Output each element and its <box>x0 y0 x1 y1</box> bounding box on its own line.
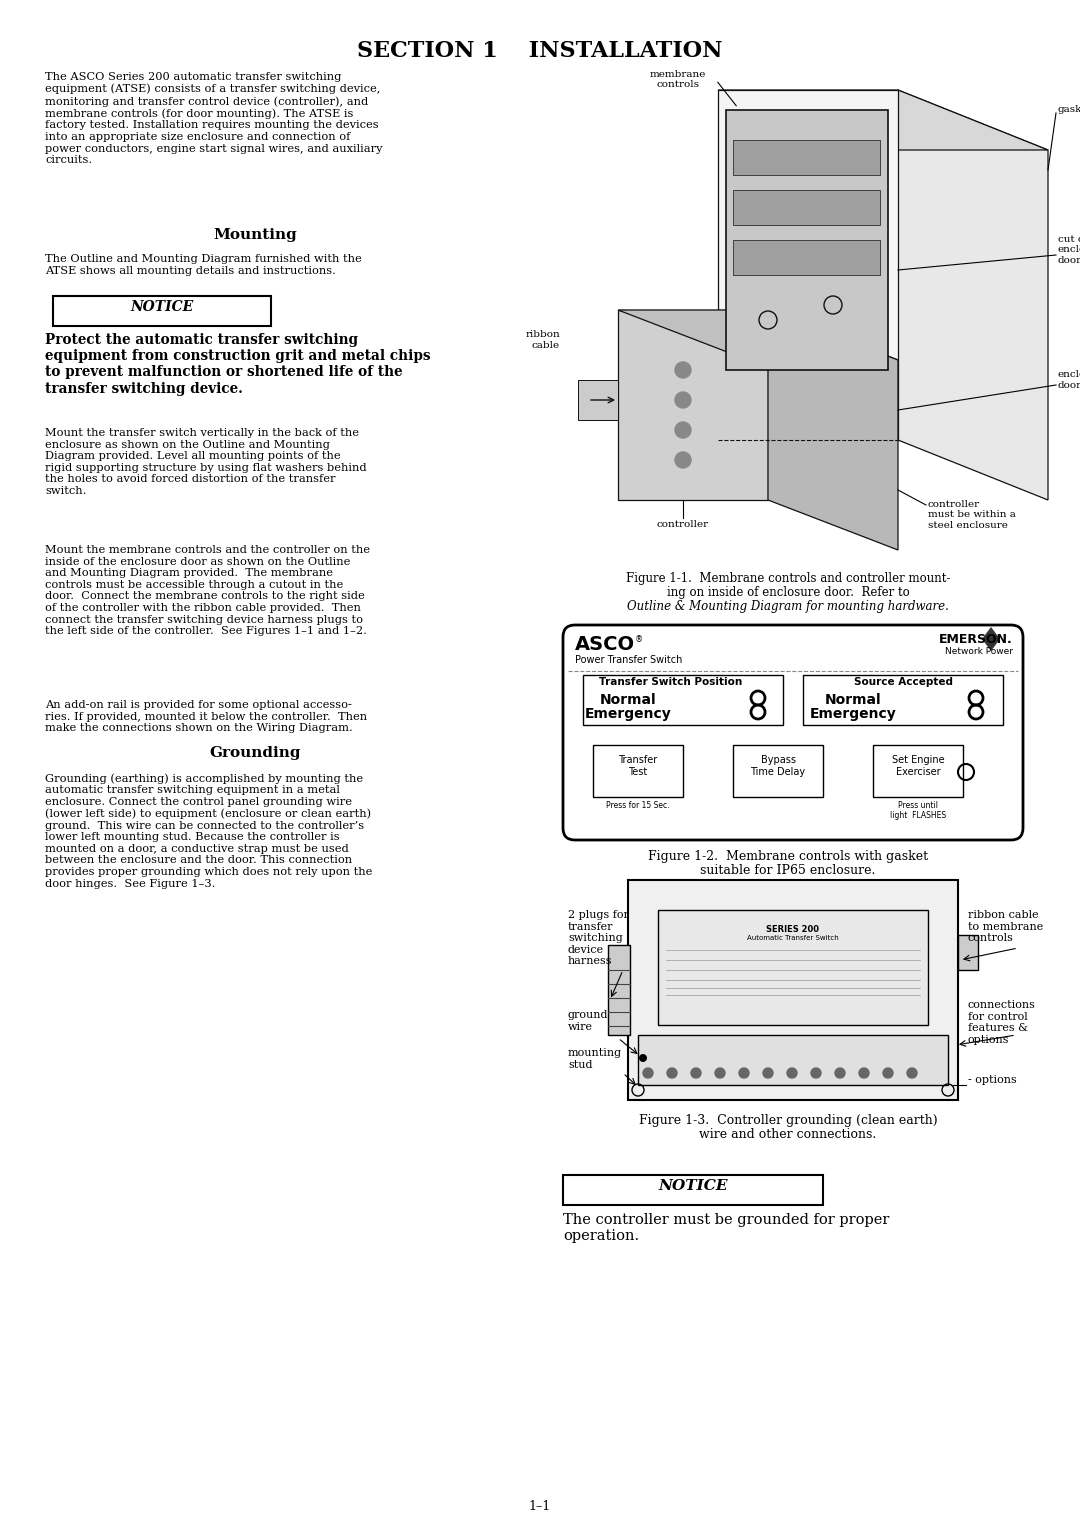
Text: Outline & Mounting Diagram for mounting hardware.: Outline & Mounting Diagram for mounting … <box>627 600 949 612</box>
Text: Press until
light  FLASHES: Press until light FLASHES <box>890 802 946 820</box>
Polygon shape <box>718 90 1048 150</box>
Polygon shape <box>618 310 768 499</box>
Bar <box>627 880 958 1099</box>
Text: NOTICE: NOTICE <box>658 1179 728 1193</box>
Text: ing on inside of enclosure door.  Refer to: ing on inside of enclosure door. Refer t… <box>666 586 909 599</box>
Text: ®: ® <box>635 635 644 644</box>
Bar <box>958 935 978 970</box>
Text: Source Accepted: Source Accepted <box>853 676 953 687</box>
Text: ribbon cable
to membrane
controls: ribbon cable to membrane controls <box>968 910 1043 944</box>
Polygon shape <box>733 189 880 224</box>
Bar <box>608 945 630 1035</box>
Circle shape <box>639 1054 647 1061</box>
Polygon shape <box>897 90 1048 499</box>
Circle shape <box>675 362 691 379</box>
Circle shape <box>859 1067 869 1078</box>
Text: ribbon
cable: ribbon cable <box>525 330 561 350</box>
Text: Mount the transfer switch vertically in the back of the
enclosure as shown on th: Mount the transfer switch vertically in … <box>45 428 366 496</box>
Bar <box>733 745 823 797</box>
Bar <box>53 296 271 325</box>
Polygon shape <box>733 140 880 176</box>
Text: 1–1: 1–1 <box>529 1500 551 1513</box>
Text: gasket: gasket <box>1058 105 1080 115</box>
Circle shape <box>883 1067 893 1078</box>
Text: Normal: Normal <box>599 693 657 707</box>
Polygon shape <box>618 310 897 360</box>
Circle shape <box>667 1067 677 1078</box>
Text: controller
must be within a
steel enclosure: controller must be within a steel enclos… <box>928 499 1016 530</box>
Circle shape <box>691 1067 701 1078</box>
Text: Figure 1-1.  Membrane controls and controller mount-: Figure 1-1. Membrane controls and contro… <box>625 573 950 585</box>
Text: The ASCO Series 200 automatic transfer switching
equipment (ATSE) consists of a : The ASCO Series 200 automatic transfer s… <box>45 72 382 165</box>
Text: Mounting: Mounting <box>213 228 297 241</box>
Text: suitable for IP65 enclosure.: suitable for IP65 enclosure. <box>700 864 876 876</box>
Circle shape <box>643 1067 653 1078</box>
Circle shape <box>675 392 691 408</box>
Text: Test: Test <box>629 767 648 777</box>
Text: Transfer: Transfer <box>619 754 658 765</box>
Bar <box>658 910 928 1025</box>
Text: EMERSON.: EMERSON. <box>940 634 1013 646</box>
Text: Time Delay: Time Delay <box>751 767 806 777</box>
Text: Emergency: Emergency <box>584 707 672 721</box>
Text: The controller must be grounded for proper
operation.: The controller must be grounded for prop… <box>563 1212 889 1243</box>
Text: Emergency: Emergency <box>810 707 896 721</box>
Text: Network Power: Network Power <box>945 647 1013 657</box>
Text: Mount the membrane controls and the controller on the
inside of the enclosure do: Mount the membrane controls and the cont… <box>45 545 370 637</box>
Text: Figure 1-3.  Controller grounding (clean earth): Figure 1-3. Controller grounding (clean … <box>638 1115 937 1127</box>
Bar <box>593 745 683 797</box>
Bar <box>563 1174 823 1205</box>
Text: Press for 15 Sec.: Press for 15 Sec. <box>606 802 670 809</box>
Text: The Outline and Mounting Diagram furnished with the
ATSE shows all mounting deta: The Outline and Mounting Diagram furnish… <box>45 253 362 275</box>
Polygon shape <box>733 240 880 275</box>
Bar <box>638 1035 948 1086</box>
Text: connections
for control
features &
options: connections for control features & optio… <box>968 1000 1036 1044</box>
Text: Protect the automatic transfer switching
equipment from construction grit and me: Protect the automatic transfer switching… <box>45 333 431 395</box>
Text: cut out in
enclosure
door: cut out in enclosure door <box>1058 235 1080 264</box>
Text: controller: controller <box>657 521 710 528</box>
Circle shape <box>835 1067 845 1078</box>
Circle shape <box>675 452 691 467</box>
Text: An add-on rail is provided for some optional accesso-
ries. If provided, mounted: An add-on rail is provided for some opti… <box>45 699 367 733</box>
Polygon shape <box>726 110 888 370</box>
Circle shape <box>762 1067 773 1078</box>
Text: Bypass: Bypass <box>760 754 796 765</box>
Text: 2 plugs for
transfer
switching
device
harness: 2 plugs for transfer switching device ha… <box>568 910 629 967</box>
Text: Normal: Normal <box>825 693 881 707</box>
Text: Grounding: Grounding <box>210 747 300 760</box>
Circle shape <box>715 1067 725 1078</box>
Bar <box>804 675 1003 725</box>
Text: - options: - options <box>968 1075 1016 1086</box>
Circle shape <box>811 1067 821 1078</box>
Text: Grounding (earthing) is accomplished by mounting the
automatic transfer switchin: Grounding (earthing) is accomplished by … <box>45 773 373 889</box>
Text: membrane
controls: membrane controls <box>650 70 706 90</box>
Text: Exerciser: Exerciser <box>895 767 941 777</box>
Text: Figure 1-2.  Membrane controls with gasket: Figure 1-2. Membrane controls with gaske… <box>648 851 928 863</box>
Text: SERIES 200: SERIES 200 <box>767 925 820 935</box>
Circle shape <box>907 1067 917 1078</box>
Polygon shape <box>982 628 1000 651</box>
Circle shape <box>675 421 691 438</box>
Text: NOTICE: NOTICE <box>131 299 193 315</box>
FancyBboxPatch shape <box>563 625 1023 840</box>
Text: Automatic Transfer Switch: Automatic Transfer Switch <box>747 935 839 941</box>
Text: Transfer Switch Position: Transfer Switch Position <box>599 676 743 687</box>
Polygon shape <box>718 90 897 440</box>
Text: SECTION 1    INSTALLATION: SECTION 1 INSTALLATION <box>357 40 723 63</box>
Text: Power Transfer Switch: Power Transfer Switch <box>575 655 683 664</box>
Text: ground
wire: ground wire <box>568 1009 608 1032</box>
Text: Set Engine: Set Engine <box>892 754 944 765</box>
Bar <box>873 745 963 797</box>
Text: ASCO: ASCO <box>575 635 635 654</box>
Bar <box>583 675 783 725</box>
Polygon shape <box>768 310 897 550</box>
Polygon shape <box>578 380 618 420</box>
Text: mounting
stud: mounting stud <box>568 1048 622 1069</box>
Text: wire and other connections.: wire and other connections. <box>700 1128 877 1141</box>
Circle shape <box>787 1067 797 1078</box>
Text: enclosure
door: enclosure door <box>1058 371 1080 389</box>
Circle shape <box>739 1067 750 1078</box>
